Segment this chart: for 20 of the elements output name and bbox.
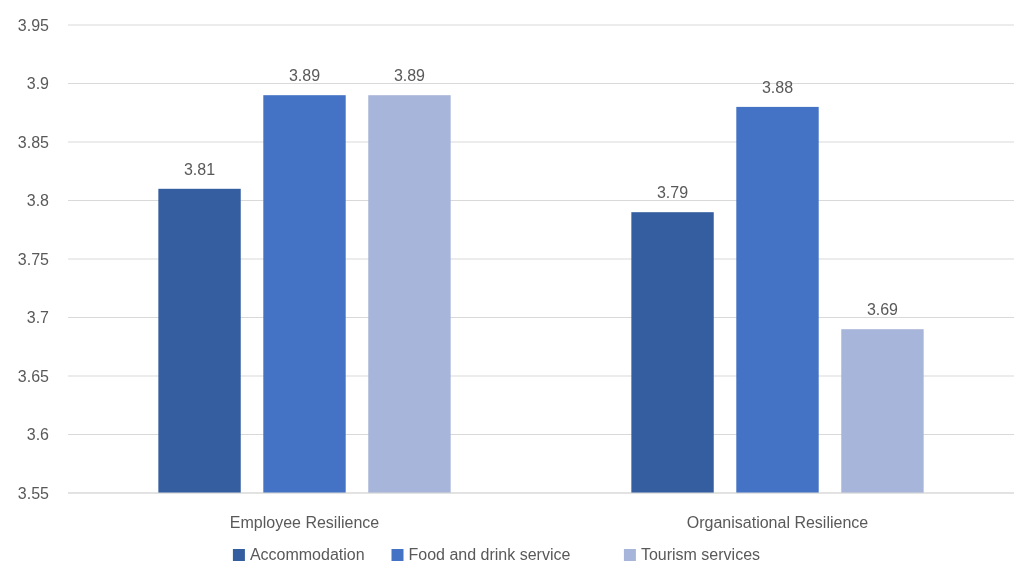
y-tick-label: 3.55 — [17, 484, 50, 502]
data-label: 3.79 — [656, 184, 689, 202]
y-tick-label: 3.85 — [17, 133, 50, 151]
x-tick-label: Employee Resilience — [229, 514, 380, 531]
x-tick-label: Organisational Resilience — [686, 514, 869, 531]
y-tick-label: 3.9 — [26, 75, 50, 93]
data-label: 3.89 — [393, 67, 426, 85]
y-tick-label: 3.7 — [26, 309, 50, 327]
y-tick-label: 3.95 — [17, 16, 50, 34]
y-tick-label: 3.75 — [17, 250, 50, 268]
data-label: 3.81 — [183, 160, 216, 178]
legend-label: Tourism services — [640, 546, 761, 563]
y-tick-label: 3.8 — [26, 192, 50, 210]
data-label: 3.88 — [761, 78, 794, 96]
data-label: 3.89 — [288, 67, 321, 85]
y-tick-label: 3.65 — [17, 367, 50, 385]
data-label: 3.69 — [866, 301, 899, 319]
legend-label: Accommodation — [249, 546, 365, 563]
legend-label: Food and drink service — [408, 546, 571, 563]
y-tick-label: 3.6 — [26, 426, 50, 444]
